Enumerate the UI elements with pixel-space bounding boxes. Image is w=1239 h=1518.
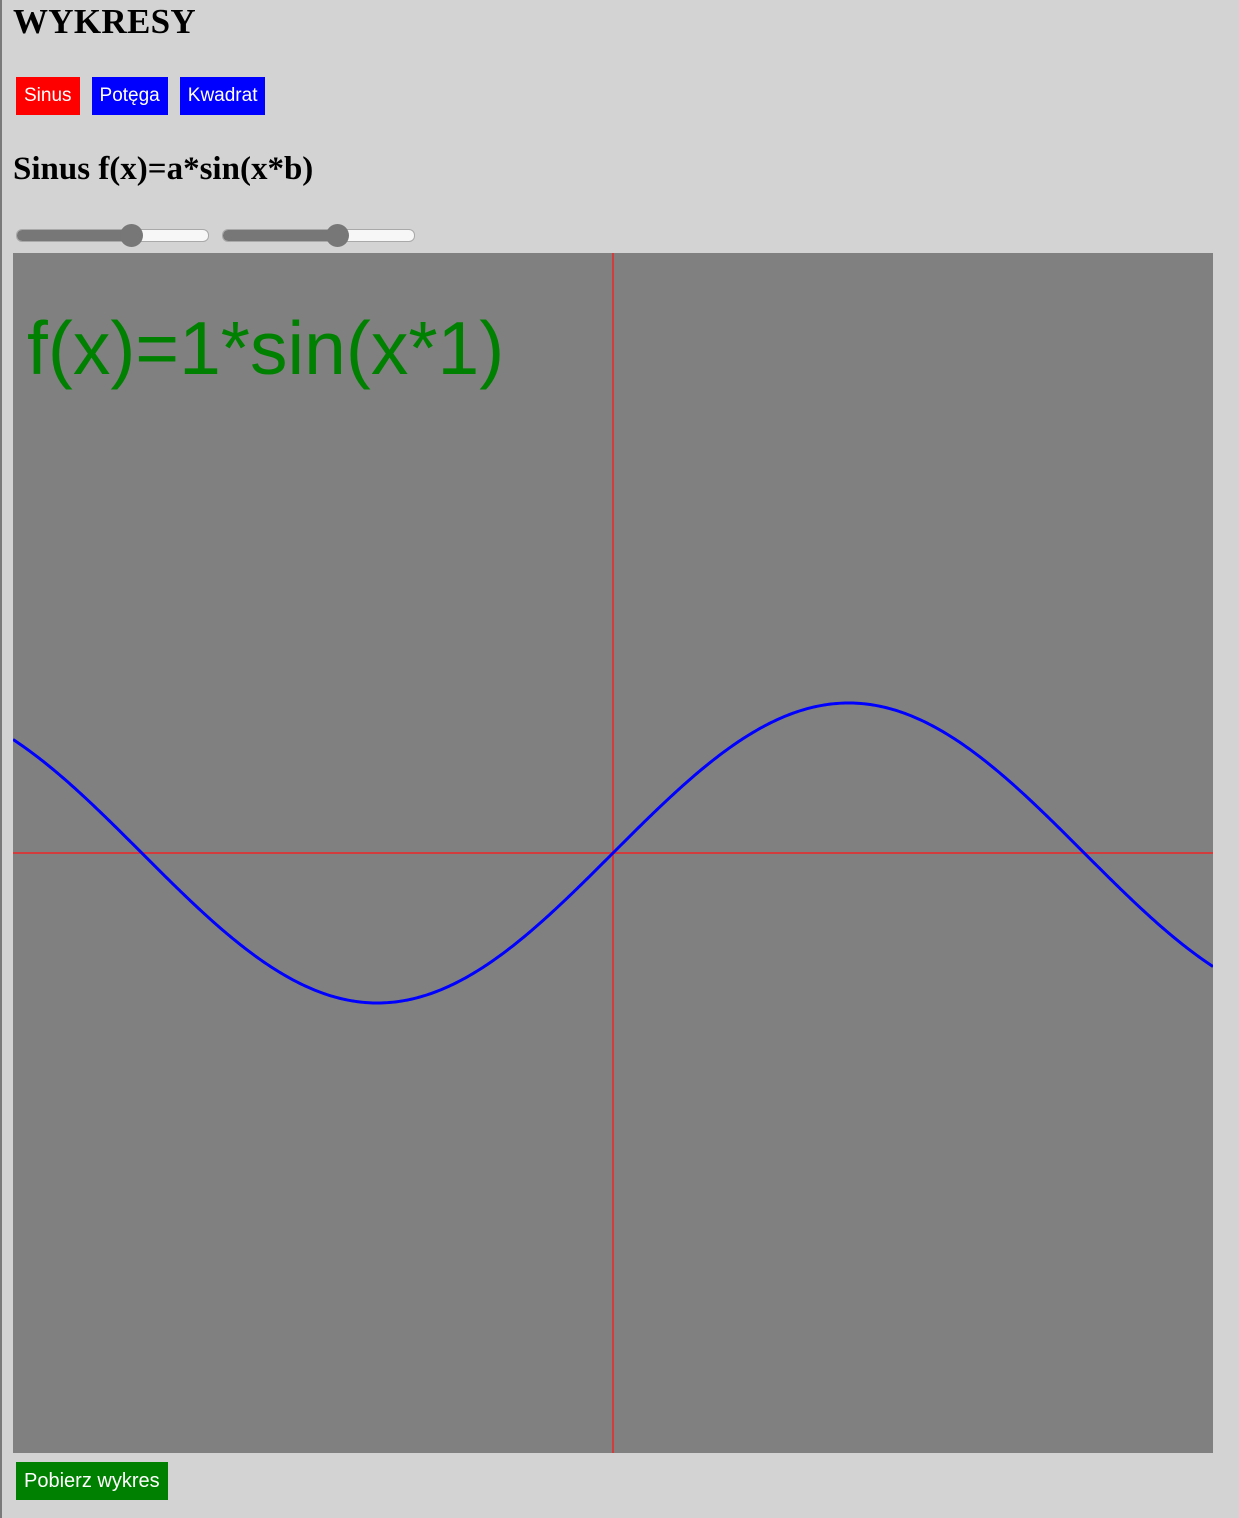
sine-chart: f(x)=1*sin(x*1) — [13, 253, 1213, 1453]
slider-thumb[interactable] — [325, 224, 349, 247]
slider-a[interactable] — [16, 224, 209, 248]
plot-canvas: f(x)=1*sin(x*1) — [13, 253, 1213, 1453]
download-chart-button[interactable]: Pobierz wykres — [16, 1462, 168, 1500]
chart-formula-label: f(x)=1*sin(x*1) — [27, 306, 504, 390]
sine-curve — [13, 701, 1213, 1005]
tab-kwadrat[interactable]: Kwadrat — [179, 77, 266, 115]
slider-track[interactable] — [16, 229, 209, 242]
slider-thumb[interactable] — [119, 224, 143, 247]
chart-type-tabs: Sinus Potęga Kwadrat — [16, 77, 266, 115]
section-title: Sinus f(x)=a*sin(x*b) — [13, 151, 314, 187]
slider-fill — [17, 230, 132, 241]
tab-potega[interactable]: Potęga — [91, 77, 168, 115]
tab-sinus[interactable]: Sinus — [16, 77, 80, 115]
slider-b[interactable] — [222, 224, 415, 248]
slider-fill — [223, 230, 338, 241]
slider-track[interactable] — [222, 229, 415, 242]
left-border — [0, 0, 2, 1518]
page-title: WYKRESY — [13, 2, 196, 41]
